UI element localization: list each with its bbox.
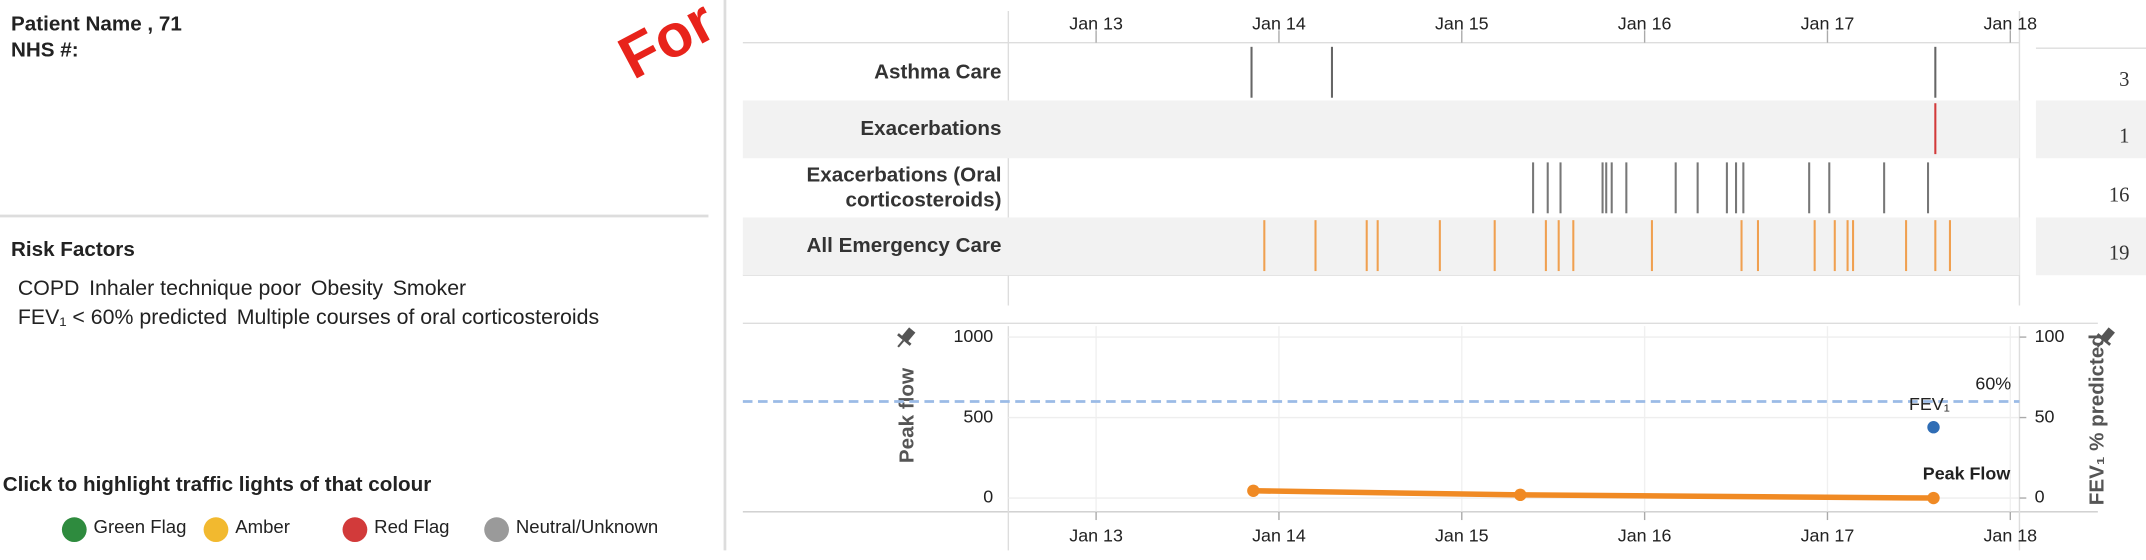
legend-label[interactable]: Amber [235, 516, 290, 537]
reference-label: 60% [1975, 374, 2011, 394]
series-line [1253, 488, 1934, 501]
pin-icon[interactable] [2091, 325, 2118, 352]
row-label: Exacerbations (Oral corticosteroids) [806, 163, 1002, 212]
x-tick-label: Jan 15 [1435, 525, 1489, 545]
risk-line: FEV₁ < 60% predicted Multiple courses of … [18, 304, 599, 328]
data-point [1514, 488, 1527, 502]
row-count: 1 [2119, 125, 2129, 147]
nhs-number: NHS #: [11, 38, 79, 61]
x-tick-label: Jan 14 [1252, 525, 1306, 545]
row-label-box: Asthma Care [874, 60, 1002, 84]
y2-tick-label: 50 [2035, 406, 2055, 426]
legend-label[interactable]: Green Flag [94, 516, 187, 537]
row-label: Exacerbations [860, 116, 1002, 141]
risk-factor: Inhaler technique poor [89, 276, 301, 300]
y2-tick-label: 100 [2035, 326, 2065, 346]
risk-factor: Obesity [311, 276, 384, 300]
row-count: 19 [2109, 242, 2130, 264]
row-label: All Emergency Care [806, 233, 1002, 258]
risk-factor: FEV₁ < 60% predicted [18, 304, 227, 328]
x-tick-label: Jan 16 [1618, 525, 1672, 545]
watermark: For [608, 0, 726, 92]
legend-swatch[interactable] [342, 517, 368, 543]
row-count: 16 [2109, 185, 2130, 207]
x-tick-label: Jan 17 [1801, 14, 1855, 34]
y-tick-label: 1000 [953, 326, 993, 346]
x-tick-label: Jan 18 [1983, 525, 2037, 545]
pin-icon[interactable] [892, 325, 919, 352]
row-label-box: Exacerbations (Oral corticosteroids) [806, 163, 1002, 212]
x-tick-label: Jan 18 [1983, 14, 2037, 34]
legend-label[interactable]: Red Flag [374, 516, 449, 537]
risk-factor: Multiple courses of oral corticosteroids [237, 304, 599, 328]
row-label-box: Exacerbations [860, 116, 1002, 141]
legend-swatch[interactable] [203, 517, 229, 543]
x-tick-label: Jan 17 [1801, 525, 1855, 545]
count-band [2035, 100, 2146, 159]
data-point [1927, 491, 1940, 505]
row-label-box: All Emergency Care [806, 233, 1002, 258]
row-label: Asthma Care [874, 60, 1002, 84]
patient-name: Patient Name , 71 [11, 12, 182, 35]
x-tick-label: Jan 13 [1069, 14, 1123, 34]
x-tick-label: Jan 14 [1252, 14, 1306, 34]
y-tick-label: 500 [963, 406, 993, 426]
risk-factor: COPD [18, 276, 80, 300]
legend-swatch[interactable] [484, 517, 509, 543]
y2-axis-label: FEV₁ % predicted [2085, 334, 2108, 505]
legend-label[interactable]: Neutral/Unknown [516, 516, 658, 537]
series-label: Peak Flow [1923, 463, 2011, 483]
row-count: 3 [2119, 69, 2129, 91]
x-tick-label: Jan 13 [1069, 525, 1123, 545]
row-band [742, 100, 2020, 159]
data-point [1247, 484, 1260, 497]
y-axis-label: Peak flow [895, 367, 918, 463]
data-point [1927, 421, 1940, 434]
x-tick-label: Jan 15 [1435, 14, 1489, 34]
count-band [2035, 217, 2146, 276]
row-band [742, 217, 2020, 276]
risk-factor: Smoker [393, 276, 466, 300]
risk-title: Risk Factors [11, 238, 135, 261]
legend-title: Click to highlight traffic lights of tha… [3, 473, 432, 496]
legend-swatch[interactable] [61, 517, 87, 543]
risk-line: COPD Inhaler technique poor Obesity Smoker [18, 276, 466, 300]
y-tick-label: 0 [983, 487, 993, 507]
x-tick-label: Jan 16 [1618, 14, 1672, 34]
y2-tick-label: 0 [2035, 487, 2045, 507]
series-label: FEV₁ [1909, 394, 1950, 414]
